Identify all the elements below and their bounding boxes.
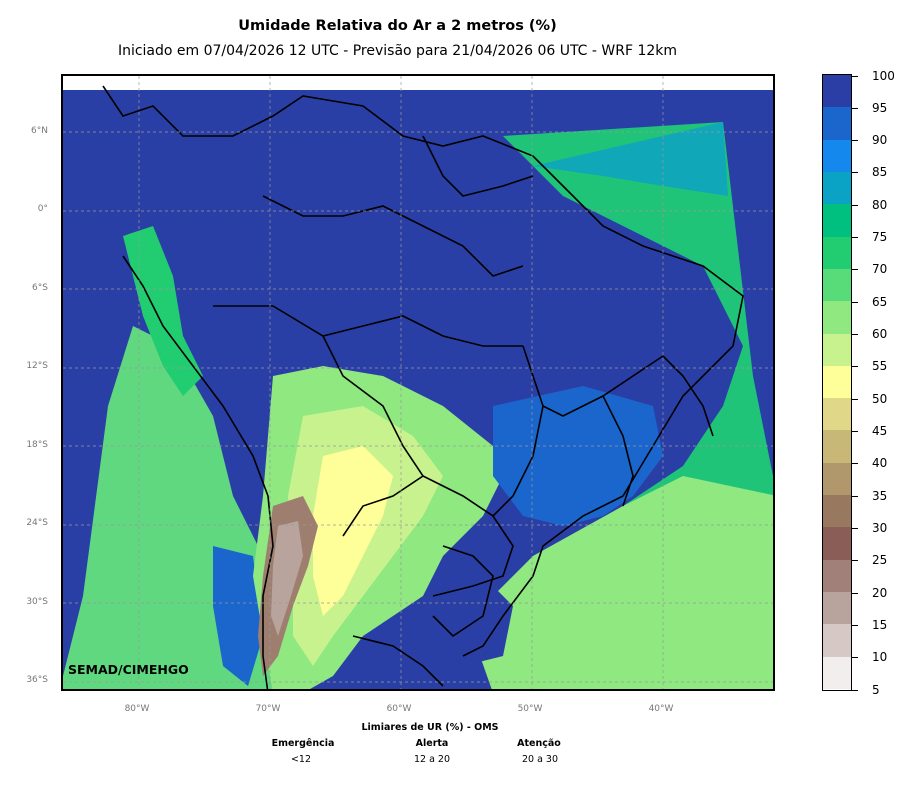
colorbar-tick (852, 430, 858, 432)
legend-attention-range: 20 a 30 (521, 754, 559, 765)
atlantic-south-region (473, 476, 773, 689)
southeast-wet-region (493, 386, 663, 526)
colorbar-label: 60 (872, 327, 888, 342)
colorbar-tick (852, 689, 858, 691)
legend-attention-name: Atenção (517, 738, 561, 749)
lat-label-24s: 24°S (26, 518, 48, 528)
colorbar-segment (823, 527, 851, 561)
colorbar-tick (852, 204, 858, 206)
colorbar-segment (823, 624, 851, 658)
watermark: SEMAD/CIMEHGO (68, 662, 189, 677)
colorbar-label: 40 (872, 456, 888, 471)
colorbar-label: 100 (872, 68, 895, 83)
lat-label-6n: 6°N (31, 126, 48, 136)
graticule (63, 76, 773, 689)
lat-label-36s: 36°S (26, 675, 48, 685)
colorbar-segment (823, 139, 851, 173)
colorbar-tick (852, 334, 858, 336)
colorbar-tick (852, 107, 858, 109)
colorbar-segment (823, 430, 851, 464)
colorbar-label: 90 (872, 133, 888, 148)
colorbar-tick (852, 624, 858, 626)
colorbar-segment (823, 236, 851, 270)
colorbar-segment (823, 107, 851, 141)
lat-label-30s: 30°S (26, 597, 48, 607)
colorbar-label: 5 (872, 682, 880, 697)
pacific-blue-patch (213, 546, 263, 686)
colorbar-segment (823, 462, 851, 496)
map-top-band (63, 76, 773, 90)
lon-label-60w: 60°W (386, 704, 412, 714)
legend-emergency-range: <12 (290, 754, 312, 765)
lat-label-0: 0° (37, 204, 48, 214)
colorbar-tick (852, 301, 858, 303)
colorbar-segment (823, 559, 851, 593)
colorbar-tick (852, 237, 858, 239)
andes-driest-core (271, 521, 303, 636)
south-brazil-wet (423, 576, 513, 666)
colorbar-tick (852, 366, 858, 368)
map-title: Umidade Relativa do Ar a 2 metros (%) (238, 18, 557, 34)
colorbar-segment (823, 333, 851, 367)
lat-label-12s: 12°S (26, 361, 48, 371)
colorbar-label: 20 (872, 585, 888, 600)
colorbar-tick (852, 463, 858, 465)
ocean-east-teal (533, 122, 728, 196)
colorbar-segment (823, 398, 851, 431)
lon-label-70w: 70°W (255, 704, 281, 714)
colorbar-label: 45 (872, 423, 888, 438)
colorbar-tick (852, 75, 858, 77)
colorbar-tick (852, 140, 858, 142)
legend-alert-name: Alerta (415, 738, 449, 749)
colorbar-segment (823, 365, 851, 399)
colorbar-tick (852, 527, 858, 529)
colorbar-segment (823, 171, 851, 205)
colorbar-segment (823, 75, 851, 108)
colorbar-label: 10 (872, 650, 888, 665)
country-borders (102, 85, 744, 689)
colorbar-label: 70 (872, 262, 888, 277)
humidity-map (63, 76, 773, 689)
colorbar-segment (823, 656, 851, 690)
colorbar-label: 30 (872, 520, 888, 535)
colorbar-segment (823, 268, 851, 302)
colorbar-tick (852, 269, 858, 271)
colorbar-label: 15 (872, 617, 888, 632)
colorbar-label: 50 (872, 391, 888, 406)
colorbar-tick (852, 172, 858, 174)
colorbar-label: 65 (872, 294, 888, 309)
colorbar-segment (823, 495, 851, 528)
lat-label-18s: 18°S (26, 440, 48, 450)
colorbar-tick (852, 657, 858, 659)
colorbar-label: 85 (872, 165, 888, 180)
central-driest-belt (313, 446, 393, 616)
colorbar-label: 75 (872, 230, 888, 245)
colorbar-segment (823, 204, 851, 238)
colorbar-segment (823, 592, 851, 625)
lon-label-80w: 80°W (124, 704, 150, 714)
colorbar-tick (852, 560, 858, 562)
colorbar-tick (852, 495, 858, 497)
colorbar-label: 25 (872, 553, 888, 568)
colorbar (822, 74, 852, 691)
legend-emergency-name: Emergência (271, 738, 335, 749)
colorbar-segment (823, 301, 851, 335)
map-panel (61, 74, 775, 691)
legend-title: Limiares de UR (%) - OMS (361, 722, 499, 733)
legend-alert-range: 12 a 20 (413, 754, 451, 765)
lon-label-50w: 50°W (517, 704, 543, 714)
colorbar-label: 55 (872, 359, 888, 374)
lat-label-6s: 6°S (32, 283, 48, 293)
lon-label-40w: 40°W (648, 704, 674, 714)
colorbar-label: 80 (872, 197, 888, 212)
map-subtitle: Iniciado em 07/04/2026 12 UTC - Previsão… (117, 43, 678, 59)
colorbar-tick (852, 398, 858, 400)
colorbar-tick (852, 592, 858, 594)
colorbar-label: 95 (872, 100, 888, 115)
colorbar-label: 35 (872, 488, 888, 503)
